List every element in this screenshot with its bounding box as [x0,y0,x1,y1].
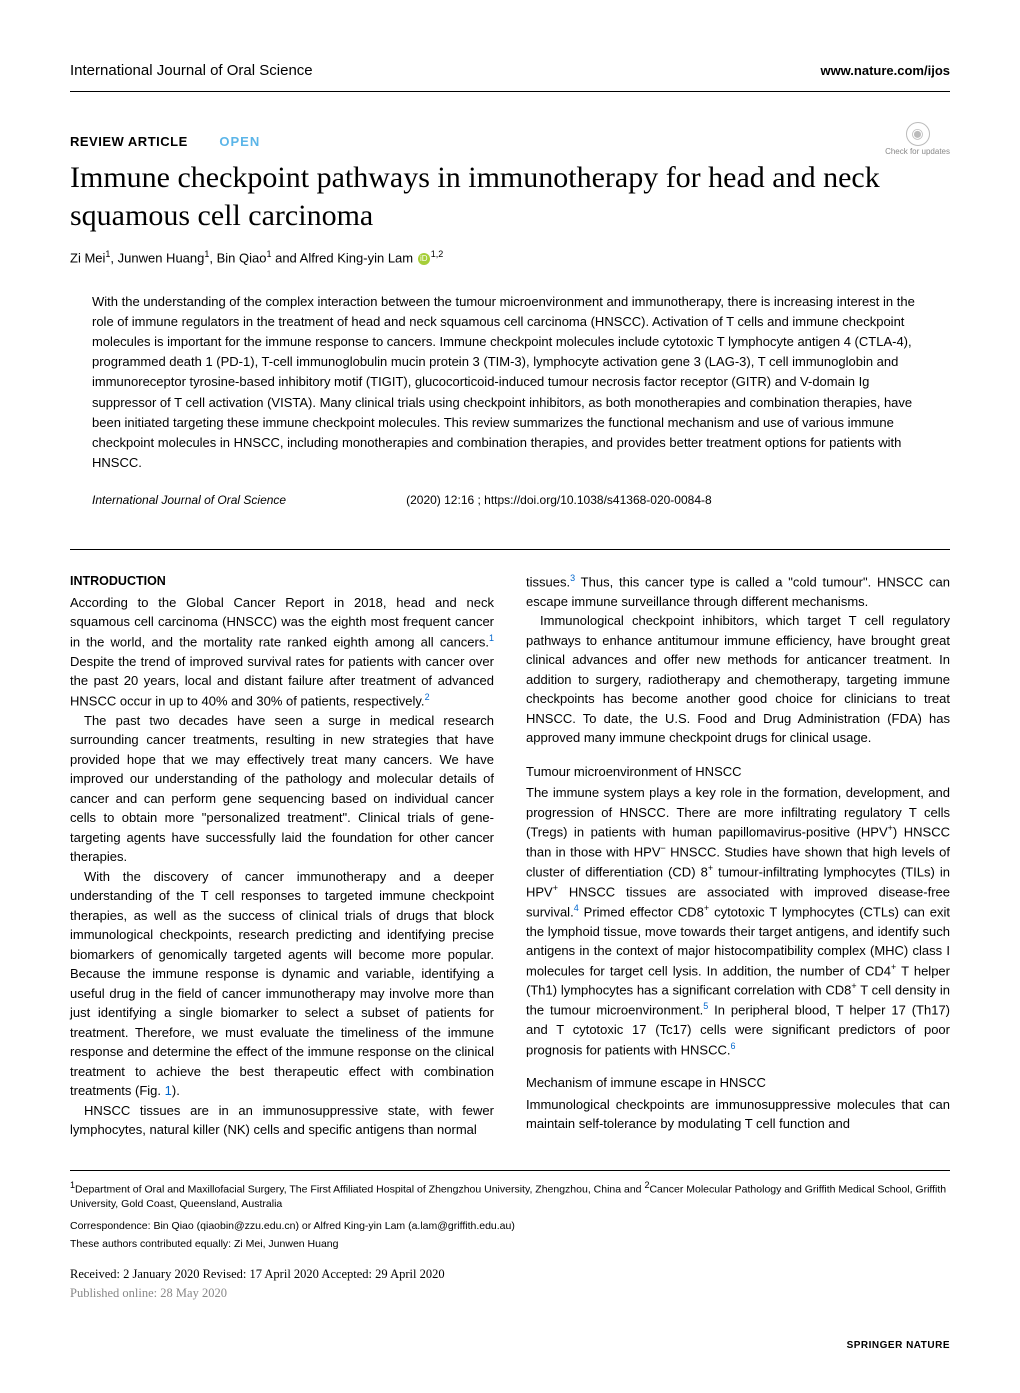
intro-para-2: The past two decades have seen a surge i… [70,711,494,867]
ref-6[interactable]: 6 [730,1041,735,1051]
ref-1[interactable]: 1 [489,633,494,643]
author-3: , Bin Qiao [209,250,266,265]
subheading-escape: Mechanism of immune escape in HNSCC [526,1073,950,1093]
citation-row: International Journal of Oral Science (2… [92,491,928,509]
abstract: With the understanding of the complex in… [92,292,928,473]
check-updates-badge[interactable]: ◉ Check for updates [885,122,950,158]
escape-para: Immunological checkpoints are immunosupp… [526,1095,950,1134]
affil-1: Department of Oral and Maxillofacial Sur… [75,1183,644,1195]
intro-para-1: According to the Global Cancer Report in… [70,593,494,711]
article-title: Immune checkpoint pathways in immunother… [70,159,950,234]
left-column: INTRODUCTION According to the Global Can… [70,572,494,1139]
journal-url[interactable]: www.nature.com/ijos [820,61,950,81]
body-columns: INTRODUCTION According to the Global Can… [70,572,950,1139]
article-type: REVIEW ARTICLE [70,134,188,149]
author-list: Zi Mei1, Junwen Huang1, Bin Qiao1 and Al… [70,248,950,268]
tme-para: The immune system plays a key role in th… [526,783,950,1059]
journal-name: International Journal of Oral Science [70,60,313,83]
citation-journal: International Journal of Oral Science [92,491,286,509]
check-updates-label: Check for updates [885,146,950,158]
cont-para-2: Immunological checkpoint inhibitors, whi… [526,611,950,748]
section-divider [70,549,950,550]
article-meta: REVIEW ARTICLE OPEN [70,132,950,152]
right-column: tissues.3 Thus, this cancer type is call… [526,572,950,1139]
cont-para-1: tissues.3 Thus, this cancer type is call… [526,572,950,611]
fig-ref-1[interactable]: 1 [165,1083,172,1098]
orcid-icon[interactable]: iD [418,253,430,265]
citation-doi[interactable]: (2020) 12:16 ; https://doi.org/10.1038/s… [406,491,712,509]
footer-divider [70,1170,950,1171]
check-updates-icon: ◉ [906,122,930,146]
author-1: Zi Mei [70,250,105,265]
open-access-badge: OPEN [219,134,260,149]
correspondence: Correspondence: Bin Qiao (qiaobin@zzu.ed… [70,1219,950,1235]
intro-para-3: With the discovery of cancer immunothera… [70,867,494,1101]
intro-para-4: HNSCC tissues are in an immunosuppressiv… [70,1101,494,1140]
affiliations: 1Department of Oral and Maxillofacial Su… [70,1179,950,1212]
published-online: Published online: 28 May 2020 [70,1284,950,1303]
author-2: , Junwen Huang [110,250,204,265]
author-4: and Alfred King-yin Lam [271,250,413,265]
page-header: International Journal of Oral Science ww… [70,60,950,92]
publisher-logo: SPRINGER NATURE [70,1338,950,1353]
introduction-heading: INTRODUCTION [70,572,494,591]
article-dates: Received: 2 January 2020 Revised: 17 Apr… [70,1265,950,1284]
author-4-affil: 1,2 [431,249,444,259]
equal-contribution: These authors contributed equally: Zi Me… [70,1237,950,1253]
ref-2[interactable]: 2 [425,692,430,702]
subheading-tme: Tumour microenvironment of HNSCC [526,762,950,782]
